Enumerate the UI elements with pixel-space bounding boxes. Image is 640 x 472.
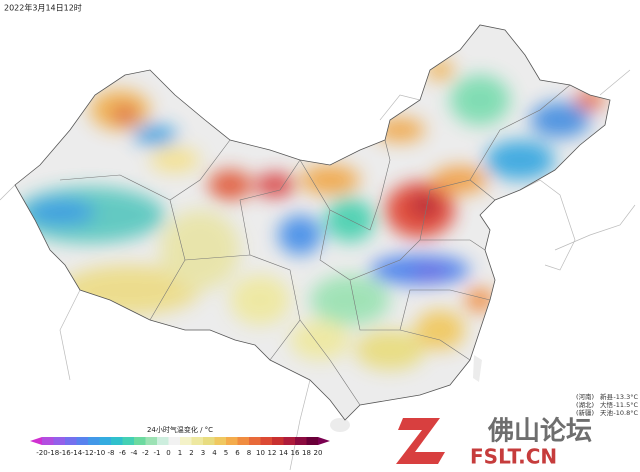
colorbar-swatch xyxy=(260,437,273,445)
colorbar-tick-label: 8 xyxy=(247,449,251,457)
colorbar-swatch xyxy=(53,437,66,445)
station-value: -11.5°C xyxy=(613,401,638,409)
colorbar-swatch xyxy=(168,437,181,445)
colorbar-swatch xyxy=(99,437,112,445)
watermark-cn: 佛山论坛 xyxy=(487,417,592,447)
colorbar-swatch xyxy=(295,437,307,445)
colorbar-swatch xyxy=(272,437,284,445)
colorbar-tick-label: 2 xyxy=(189,449,193,457)
colorbar-tick-label: 1 xyxy=(178,449,182,457)
colorbar-swatch xyxy=(203,437,215,445)
station-region: (河南) xyxy=(576,392,594,401)
colorbar-tick-label: 16 xyxy=(291,449,300,457)
colorbar-tick-label: 20 xyxy=(314,449,323,457)
colorbar-swatch xyxy=(111,437,123,445)
colorbar-tick-label: -4 xyxy=(131,449,139,457)
watermark-en: FSLT.CN xyxy=(470,445,557,469)
colorbar-arrow xyxy=(318,437,330,445)
colorbar-tick-label: -16 xyxy=(59,449,71,457)
colorbar-swatch xyxy=(226,437,238,445)
station-region: (湖北) xyxy=(576,400,594,409)
colorbar-swatch xyxy=(122,437,135,445)
colorbar-tick-label: 10 xyxy=(256,449,265,457)
colorbar-tick-label: -14 xyxy=(71,449,83,457)
station-name: 天池 xyxy=(600,408,614,417)
station-value: -10.8°C xyxy=(613,409,638,417)
station-region: (新疆) xyxy=(576,408,594,417)
colorbar-tick-label: -18 xyxy=(48,449,59,457)
colorbar-swatch xyxy=(191,437,204,445)
colorbar-tick-label: 4 xyxy=(212,449,217,457)
neighbor-borders xyxy=(0,69,636,471)
colorbar-tick-label: -8 xyxy=(108,449,115,457)
colorbar-tick-label: -1 xyxy=(154,449,161,457)
colorbar-tick-label: 3 xyxy=(201,449,205,457)
colorbar-swatch xyxy=(283,437,296,445)
watermark: 佛山论坛 FSLT.CN xyxy=(396,417,592,469)
colorbar-swatch xyxy=(145,437,158,445)
colorbar-tick-label: 18 xyxy=(302,449,311,457)
colorbar-swatch xyxy=(180,437,192,445)
colorbar-swatch xyxy=(42,437,54,445)
colorbar-swatch xyxy=(88,437,100,445)
station-list: (河南) 新县 -13.3°C (湖北) 大悟 -11.5°C (新疆) 天池 -10.8°C xyxy=(576,392,638,417)
colorbar-swatch xyxy=(306,437,319,445)
province-borders xyxy=(59,84,571,406)
colorbar-swatch xyxy=(214,437,227,445)
colorbar-tick-label: 14 xyxy=(279,449,288,457)
colorbar-swatch xyxy=(134,437,146,445)
colorbar-swatch xyxy=(237,437,250,445)
colorbar-label: 24小时气温变化 / °C xyxy=(147,425,213,434)
station-name: 新县 xyxy=(600,392,614,401)
colorbar-tick-label: 6 xyxy=(235,449,240,457)
colorbar-swatch xyxy=(76,437,89,445)
colorbar-swatch xyxy=(157,437,169,445)
colorbar-tick-label: 0 xyxy=(166,449,170,457)
colorbar-swatch xyxy=(249,437,261,445)
colorbar-swatch xyxy=(65,437,77,445)
station-name: 大悟 xyxy=(600,400,614,409)
colorbar-tick-label: -20 xyxy=(36,449,47,457)
colorbar-tick-label: -12 xyxy=(82,449,93,457)
colorbar-tick-label: -10 xyxy=(94,449,105,457)
colorbar-arrow xyxy=(30,437,42,445)
map-title: 2022年3月14日12时 xyxy=(4,3,82,13)
colorbar-tick-label: 5 xyxy=(224,449,228,457)
country-border xyxy=(14,24,611,421)
colorbar: -20 -18 -16 -14 -12 -10 -8 -6 -4 -2 -1 0 1 2 3 4 5 6 8 10 12… xyxy=(30,437,330,457)
colorbar-tick-label: -2 xyxy=(142,449,149,457)
station-value: -13.3°C xyxy=(613,393,638,401)
colorbar-tick-label: -6 xyxy=(119,449,127,457)
colorbar-tick-label: 12 xyxy=(268,449,277,457)
